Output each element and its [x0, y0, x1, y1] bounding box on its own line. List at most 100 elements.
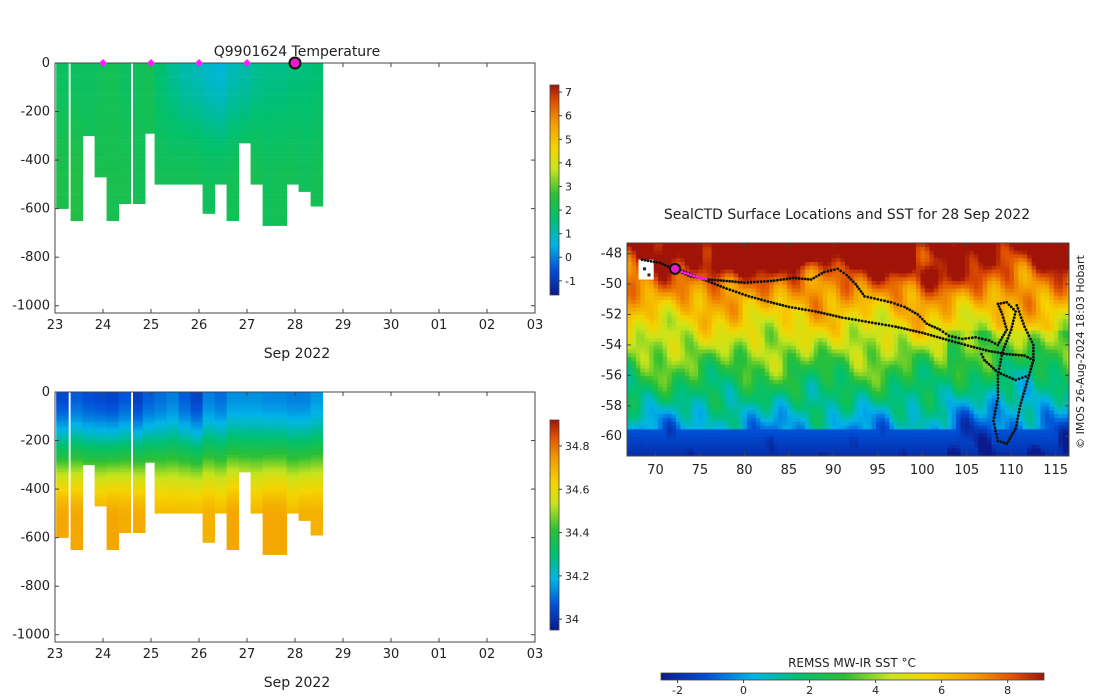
- sst-cell: [649, 303, 655, 309]
- sst-cell: [809, 311, 815, 316]
- profile-cell: [262, 515, 276, 519]
- sst-cell: [769, 357, 775, 362]
- sst-cell: [707, 421, 712, 427]
- sst-cell: [773, 281, 779, 286]
- profile-cell: [133, 104, 146, 107]
- sst-cell: [627, 307, 632, 312]
- sst-cell: [715, 387, 721, 392]
- profile-cell: [106, 213, 120, 217]
- profile-cell: [202, 118, 216, 122]
- sst-cell: [653, 250, 659, 255]
- sst-cell: [809, 250, 815, 255]
- sst-cell: [693, 338, 699, 343]
- sst-cell: [680, 437, 686, 442]
- sst-cell: [818, 341, 824, 347]
- profile-cell: [274, 94, 288, 98]
- profile-cell: [226, 97, 240, 100]
- sst-cell: [675, 395, 681, 400]
- sst-cell: [751, 376, 757, 381]
- profile-cell: [190, 426, 204, 429]
- sst-cell: [684, 433, 690, 438]
- profile-cell: [154, 411, 168, 415]
- sst-cell: [644, 376, 650, 381]
- sst-cell: [809, 262, 815, 267]
- profile-cell: [202, 413, 216, 417]
- profile-cell: [178, 450, 192, 453]
- profile-cell: [310, 421, 324, 424]
- sst-cell: [675, 300, 681, 305]
- profile-cell: [94, 416, 108, 419]
- sst-cell: [747, 433, 752, 438]
- sst-cell: [733, 300, 739, 305]
- sst-cell: [658, 437, 663, 442]
- sst-cell: [733, 364, 739, 369]
- sst-cell: [653, 353, 659, 358]
- profile-cell: [133, 121, 146, 124]
- sst-cell: [809, 406, 815, 411]
- sst-cell: [707, 391, 712, 396]
- sst-cell: [684, 410, 690, 415]
- sst-cell: [769, 372, 775, 377]
- sst-cell: [751, 319, 757, 324]
- profile-cell: [154, 67, 168, 71]
- sst-cell: [791, 402, 797, 408]
- sst-cell: [782, 281, 788, 286]
- profile-cell: [310, 77, 324, 81]
- sst-cell: [662, 322, 668, 328]
- profile-cell: [106, 89, 120, 93]
- profile-cell: [190, 123, 204, 127]
- x-tick-label: 24: [95, 647, 112, 662]
- profile-cell: [202, 518, 216, 521]
- profile-cell: [142, 430, 156, 434]
- sst-cell: [760, 444, 766, 449]
- profile-cell: [262, 126, 276, 129]
- sst-cell: [787, 383, 792, 388]
- sst-cell: [680, 410, 686, 415]
- sst-cell: [720, 364, 726, 369]
- sst-cell: [729, 284, 735, 290]
- profile-cell: [298, 489, 312, 492]
- profile-cell: [310, 126, 324, 129]
- sst-cell: [684, 440, 690, 446]
- profile-cell: [190, 77, 204, 81]
- profile-cell: [274, 474, 288, 478]
- profile-cell: [118, 438, 132, 441]
- profile-cell: [94, 111, 108, 115]
- sst-cell: [747, 383, 752, 388]
- profile-cell: [118, 169, 132, 173]
- profile-cell: [202, 406, 216, 410]
- sst-cell: [769, 444, 775, 449]
- sst-cell: [693, 421, 699, 427]
- sst-cell: [782, 402, 788, 408]
- sst-cell: [671, 311, 677, 316]
- sst-cell: [720, 444, 726, 449]
- sst-cell: [689, 250, 695, 255]
- sst-cell: [675, 406, 681, 411]
- profile-cell: [190, 484, 204, 487]
- profile-cell: [190, 169, 204, 173]
- profile-cell: [310, 114, 324, 117]
- profile-cell: [133, 186, 146, 190]
- sst-cell: [707, 345, 712, 350]
- sst-cell: [769, 277, 775, 282]
- profile-cell: [286, 87, 300, 90]
- profile-cell: [286, 433, 300, 436]
- profile-cell: [202, 101, 216, 105]
- sst-cell: [809, 353, 815, 358]
- profile-cell: [262, 510, 276, 514]
- profile-cell: [106, 208, 120, 212]
- sst-cell: [671, 303, 677, 309]
- sst-cell: [662, 292, 668, 297]
- sst-cell: [742, 300, 748, 305]
- sst-cell: [653, 395, 659, 400]
- sst-cell: [707, 429, 712, 434]
- profile-cell: [214, 179, 228, 183]
- profile-cell: [190, 447, 204, 451]
- profile-cell: [226, 194, 240, 197]
- sst-cell: [791, 254, 797, 259]
- sst-cell: [809, 383, 815, 388]
- sst-cell: [804, 273, 810, 278]
- sst-cell: [671, 349, 677, 354]
- sst-cell: [751, 338, 757, 343]
- profile-cell: [214, 72, 228, 76]
